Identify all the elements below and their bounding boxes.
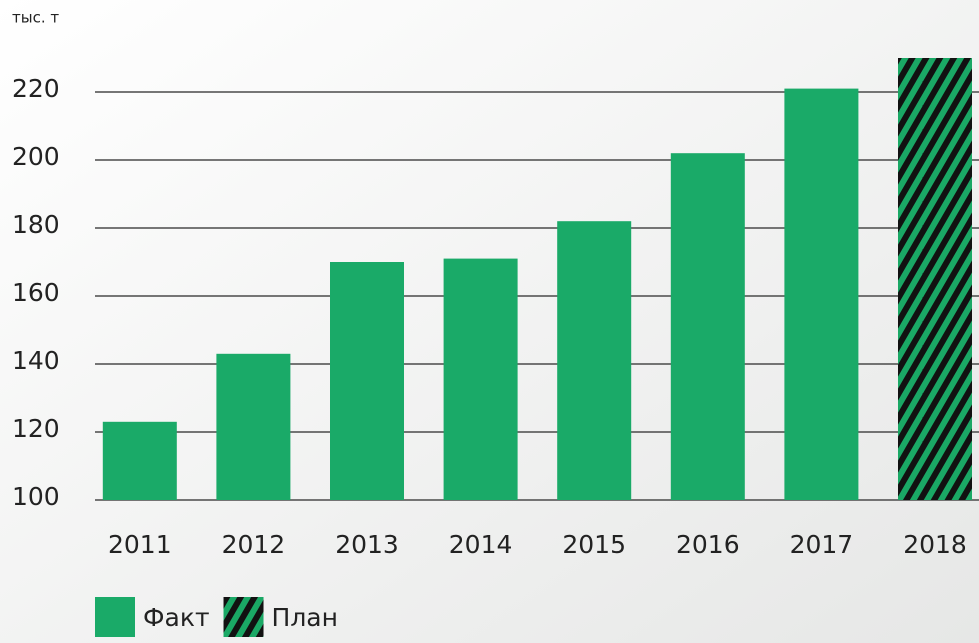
legend-label: Факт	[143, 603, 210, 632]
bar	[330, 262, 404, 500]
x-tick-label: 2014	[449, 530, 513, 559]
bar	[557, 221, 632, 500]
x-tick-label: 2011	[108, 530, 172, 559]
y-tick-label: 180	[12, 210, 60, 239]
legend-swatch	[95, 597, 135, 637]
y-tick-label: 160	[12, 278, 60, 307]
y-tick-label: 220	[12, 74, 60, 103]
x-tick-label: 2018	[903, 530, 967, 559]
unit-label: тыс. т	[12, 9, 59, 27]
legend-label: План	[272, 603, 338, 632]
legend-swatch	[223, 597, 264, 637]
bar	[898, 58, 972, 500]
bar	[443, 258, 518, 500]
x-tick-label: 2015	[562, 530, 626, 559]
y-tick-label: 100	[12, 482, 60, 511]
bar	[102, 421, 177, 500]
y-tick-label: 120	[12, 414, 60, 443]
x-tick-label: 2016	[676, 530, 740, 559]
x-tick-label: 2012	[222, 530, 286, 559]
bar	[670, 153, 745, 500]
y-tick-label: 200	[12, 142, 60, 171]
bar	[216, 353, 291, 500]
bar	[784, 88, 859, 500]
x-tick-label: 2017	[790, 530, 854, 559]
x-tick-label: 2013	[335, 530, 399, 559]
y-tick-label: 140	[12, 346, 60, 375]
